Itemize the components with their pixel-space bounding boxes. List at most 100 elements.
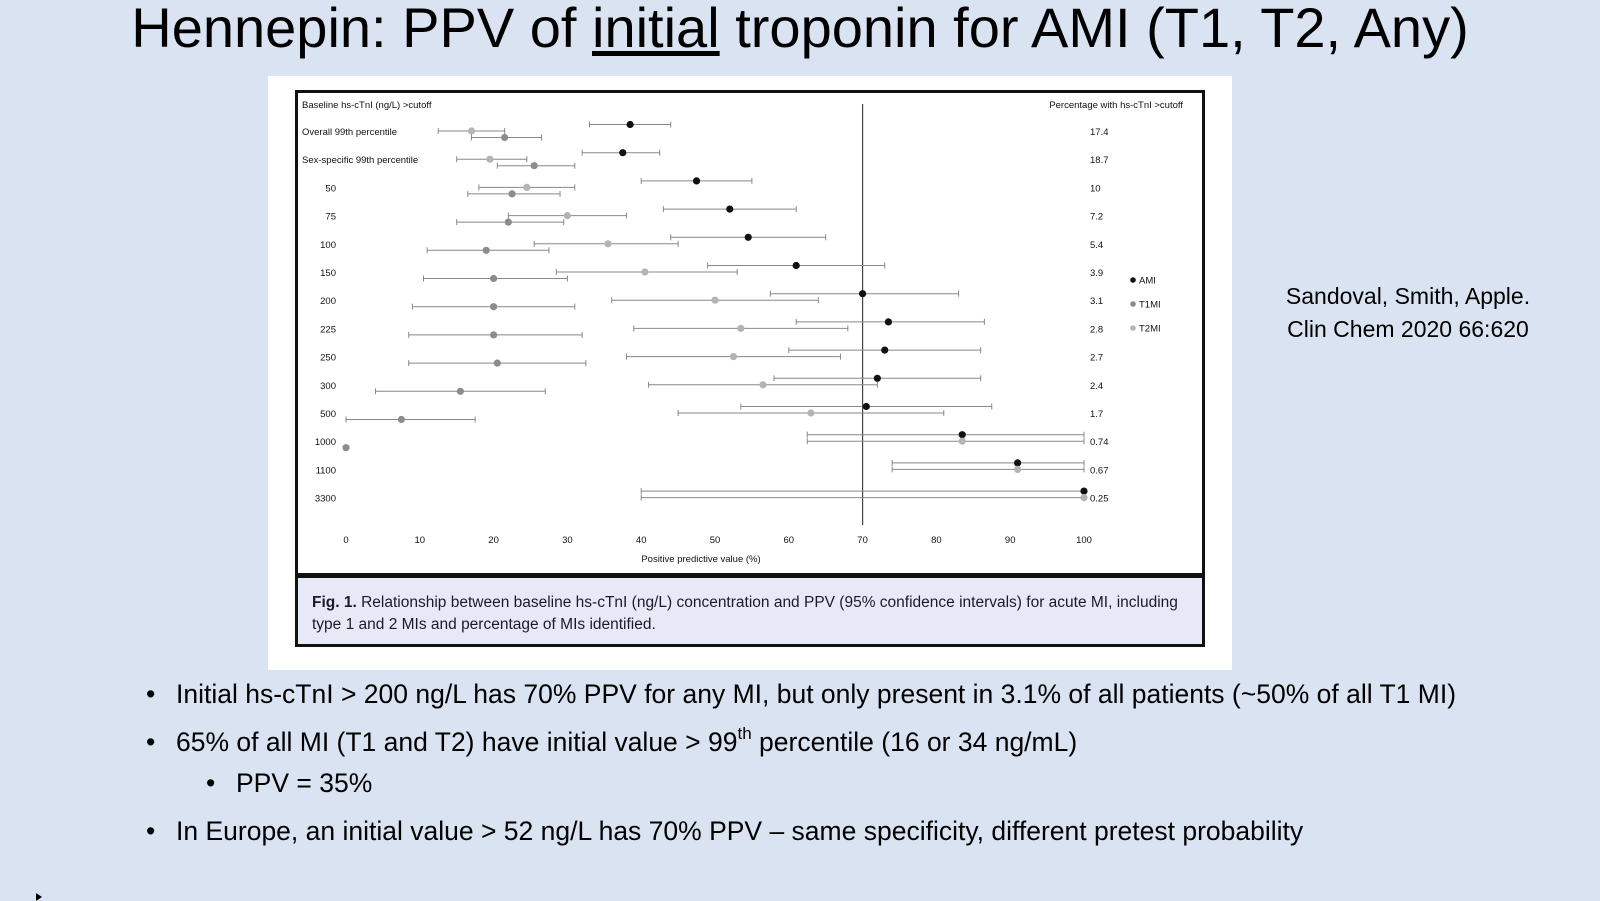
- point-t2mi: [737, 324, 745, 332]
- x-tick-label: 60: [784, 535, 795, 546]
- slide-title-pre: Hennepin: PPV of: [131, 0, 593, 59]
- x-tick-label: 30: [562, 535, 573, 546]
- point-ami: [859, 290, 867, 298]
- point-ami: [1080, 487, 1088, 495]
- caption-label: Fig. 1.: [312, 594, 357, 611]
- citation: Sandoval, Smith, Apple. Clin Chem 2020 6…: [1268, 280, 1548, 346]
- point-ami: [792, 261, 800, 270]
- point-ami: [958, 431, 966, 439]
- point-ami: [873, 374, 881, 382]
- x-tick-label: 100: [1076, 535, 1092, 546]
- bullet-dot: •: [146, 727, 156, 757]
- row-label: 75: [325, 212, 336, 223]
- point-t2mi: [523, 183, 531, 191]
- x-axis-label: Positive predictive value (%): [641, 554, 760, 565]
- point-t2mi: [641, 268, 649, 276]
- point-t1mi: [501, 133, 509, 142]
- row-percentage: 7.2: [1090, 212, 1103, 223]
- row-label: 3300: [315, 494, 336, 505]
- row-label: 1100: [316, 465, 336, 476]
- row-label: 1000: [315, 437, 336, 448]
- legend-label-t2mi: T2MI: [1139, 324, 1161, 335]
- slide-title: Hennepin: PPV of initial troponin for AM…: [0, 0, 1600, 58]
- point-t2mi: [467, 127, 476, 135]
- point-ami: [626, 120, 634, 129]
- citation-line-2: Clin Chem 2020 66:620: [1287, 316, 1529, 342]
- point-t2mi: [729, 353, 738, 361]
- row-label: 150: [320, 268, 336, 279]
- bullet-text-pre: 65% of all MI (T1 and T2) have initial v…: [176, 727, 738, 757]
- row-percentage: 5.4: [1090, 240, 1103, 251]
- row-percentage: 2.8: [1090, 324, 1103, 335]
- point-t2mi: [563, 212, 571, 220]
- point-t2mi: [486, 155, 494, 163]
- point-t1mi: [530, 162, 538, 170]
- point-t1mi: [504, 218, 512, 226]
- bullet-text-post: percentile (16 or 34 ng/mL): [751, 727, 1078, 757]
- point-t1mi: [342, 444, 350, 452]
- row-label: 500: [320, 409, 336, 420]
- row-percentage: 17.4: [1090, 127, 1109, 138]
- point-t1mi: [397, 415, 405, 424]
- point-t1mi: [456, 387, 464, 395]
- x-tick-label: 50: [710, 535, 721, 546]
- point-t2mi: [958, 437, 966, 445]
- bullet-dot: •: [206, 768, 216, 798]
- point-t2mi: [759, 381, 767, 389]
- bullet-text: 65% of all MI (T1 and T2) have initial v…: [176, 724, 1078, 758]
- slide-title-underlined: initial: [592, 0, 720, 59]
- point-ami: [881, 346, 889, 354]
- right-header: Percentage with hs-cTnI >cutoff: [1049, 100, 1183, 111]
- bullet-dot: •: [146, 816, 156, 846]
- point-t1mi: [508, 190, 516, 198]
- point-ami: [726, 205, 734, 213]
- point-t2mi: [807, 409, 815, 417]
- row-percentage: 0.74: [1090, 437, 1109, 448]
- point-t2mi: [604, 240, 612, 248]
- row-label: 100: [320, 240, 336, 251]
- row-percentage: 0.25: [1090, 494, 1109, 505]
- x-tick-label: 70: [857, 535, 868, 546]
- bullet-text: PPV = 35%: [236, 768, 373, 798]
- legend-label-t1mi: T1MI: [1139, 300, 1161, 311]
- legend-dot-t2mi: [1130, 325, 1136, 331]
- citation-line-1: Sandoval, Smith, Apple.: [1285, 283, 1531, 309]
- bullet-text: Initial hs-cTnI > 200 ng/L has 70% PPV f…: [176, 679, 1457, 709]
- point-t1mi: [493, 359, 501, 367]
- bullet-sup: th: [737, 724, 752, 744]
- forest-plot-svg: Baseline hs-cTnI (ng/L) >cutoff Percentag…: [302, 100, 1183, 565]
- point-t1mi: [482, 246, 490, 254]
- row-label: 225: [320, 324, 336, 335]
- x-tick-label: 20: [488, 535, 499, 546]
- point-ami: [692, 177, 701, 185]
- row-percentage: 10: [1090, 183, 1101, 194]
- row-percentage: 2.4: [1090, 381, 1103, 392]
- figure-caption: Fig. 1. Relationship between baseline hs…: [295, 576, 1205, 647]
- point-t2mi: [1080, 494, 1088, 502]
- slide-title-post: troponin for AMI (T1, T2, Any): [719, 0, 1469, 59]
- point-ami: [619, 149, 627, 157]
- row-label: 50: [325, 183, 336, 194]
- point-t2mi: [711, 296, 719, 304]
- x-tick-label: 40: [636, 535, 647, 546]
- bullet-dot: •: [146, 679, 156, 709]
- legend-dot-t1mi: [1130, 301, 1136, 307]
- row-label: 300: [320, 381, 336, 392]
- row-percentage: 2.7: [1090, 353, 1103, 364]
- row-label: 200: [320, 296, 336, 307]
- row-label: 250: [320, 353, 336, 364]
- point-t1mi: [490, 331, 498, 339]
- legend-dot-ami: [1130, 277, 1136, 283]
- forest-plot: Baseline hs-cTnI (ng/L) >cutoff Percentag…: [295, 90, 1205, 576]
- point-t1mi: [490, 274, 498, 283]
- point-t2mi: [1013, 465, 1022, 473]
- row-label: Sex-specific 99th percentile: [302, 155, 418, 166]
- point-ami: [884, 318, 893, 326]
- point-ami: [862, 402, 870, 411]
- figure-frame: Baseline hs-cTnI (ng/L) >cutoff Percentag…: [268, 76, 1232, 670]
- row-percentage: 0.67: [1090, 465, 1109, 476]
- row-label: Overall 99th percentile: [302, 127, 397, 138]
- left-header: Baseline hs-cTnI (ng/L) >cutoff: [302, 100, 432, 111]
- x-tick-label: 10: [415, 535, 426, 546]
- row-percentage: 18.7: [1090, 155, 1109, 166]
